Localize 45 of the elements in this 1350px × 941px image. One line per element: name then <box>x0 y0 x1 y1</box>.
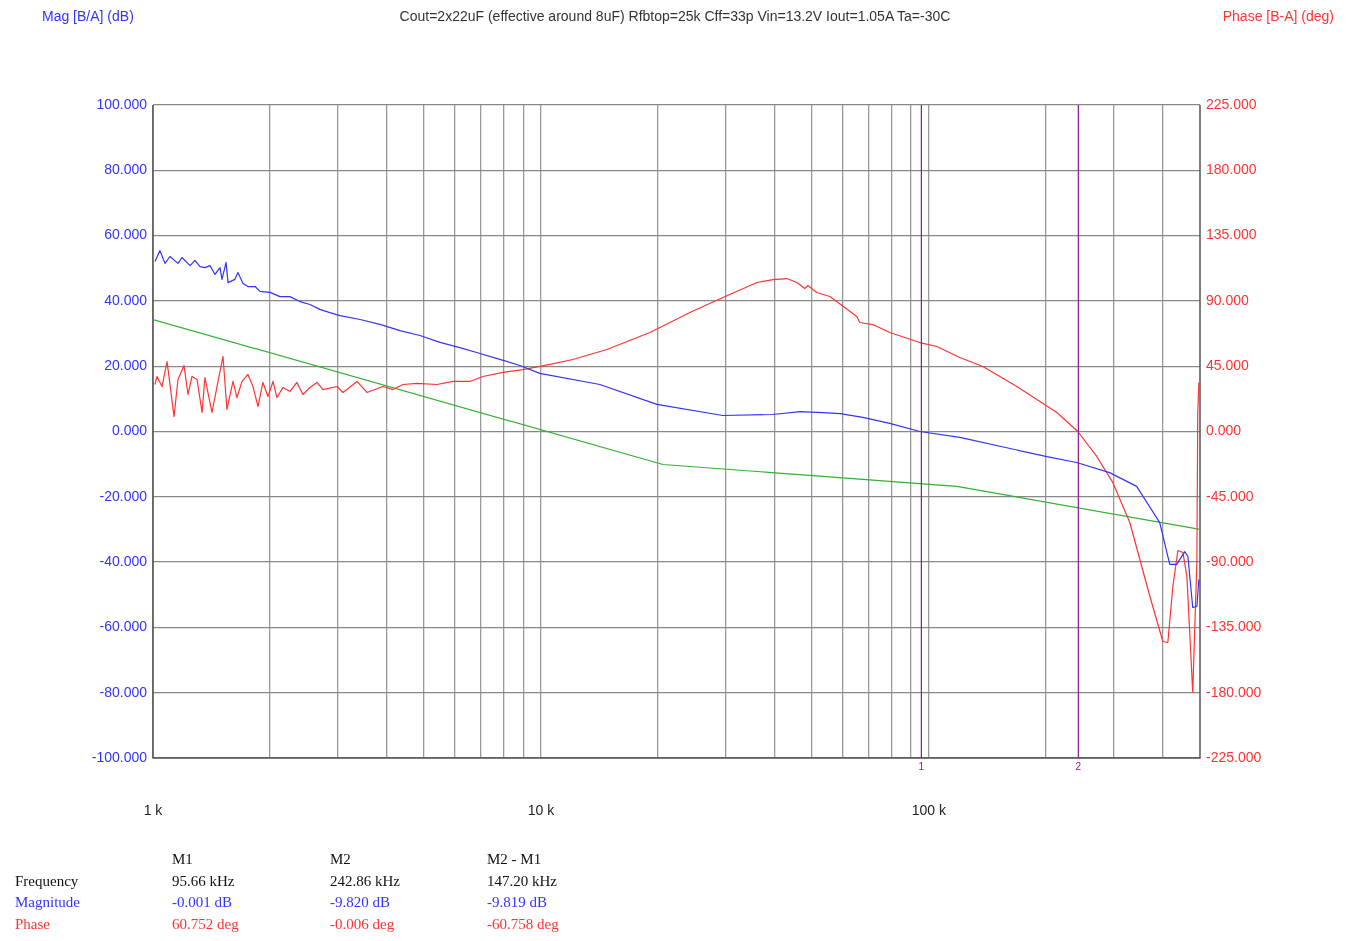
y2-tick-label: 135.000 <box>1206 226 1257 243</box>
text: -0.001 dB <box>172 894 232 912</box>
y2-tick-label: 180.000 <box>1206 161 1257 178</box>
text: Phase [B-A] (deg) <box>1222 8 1334 24</box>
text: Mag [B/A] (dB) <box>42 8 134 24</box>
y-tick-label: -60.000 <box>99 618 148 635</box>
chart-title: Cout=2x22uF (effective around 8uF) Rfbtop=25k Cff=33p Vin=13.2V Iout=1.05A Ta=-30C <box>399 8 951 24</box>
x-tick-label: 10 k <box>527 802 556 819</box>
text: 60.752 deg <box>172 916 239 934</box>
text: Magnitude <box>15 894 80 912</box>
y-tick-label: 0.000 <box>111 422 148 439</box>
text: 95.66 kHz <box>172 872 235 890</box>
y-tick-label: -40.000 <box>99 552 148 569</box>
y-tick-label: -80.000 <box>99 683 148 700</box>
y2-tick-label: 0.000 <box>1206 422 1242 439</box>
annotation: 2 <box>1075 760 1082 772</box>
y-tick-label: 40.000 <box>104 291 148 308</box>
text: Frequency <box>15 872 79 890</box>
y2-tick-label: 225.000 <box>1206 95 1257 112</box>
x-tick-label: 100 k <box>911 802 947 819</box>
text: Phase <box>15 916 50 934</box>
y2-tick-label: -45.000 <box>1206 487 1254 504</box>
y2-tick-label: 45.000 <box>1206 357 1250 374</box>
y-tick-label: -20.000 <box>99 487 148 504</box>
text: M1 <box>172 851 193 868</box>
text: -9.820 dB <box>330 894 390 912</box>
y2-tick-label: -135.000 <box>1206 618 1262 635</box>
text: M2 - M1 <box>487 851 542 868</box>
text: 147.20 kHz <box>487 872 557 890</box>
y-tick-label: -100.000 <box>91 748 148 765</box>
y-tick-label: 60.000 <box>104 226 148 243</box>
text: 242.86 kHz <box>330 872 400 890</box>
x-tick-label: 1 k <box>143 802 164 819</box>
text: M2 <box>330 851 351 868</box>
y-tick-label: 100.000 <box>96 95 148 112</box>
y-tick-label: 20.000 <box>104 357 148 374</box>
y2-tick-label: -225.000 <box>1206 748 1262 765</box>
text: -60.758 deg <box>487 916 559 934</box>
annotation: 1 <box>918 760 925 772</box>
text: -9.819 dB <box>487 894 547 912</box>
y2-tick-label: -90.000 <box>1206 552 1254 569</box>
y2-tick-label: -180.000 <box>1206 683 1262 700</box>
text: -0.006 deg <box>330 916 395 934</box>
y2-tick-label: 90.000 <box>1206 291 1250 308</box>
y-tick-label: 80.000 <box>104 161 148 178</box>
